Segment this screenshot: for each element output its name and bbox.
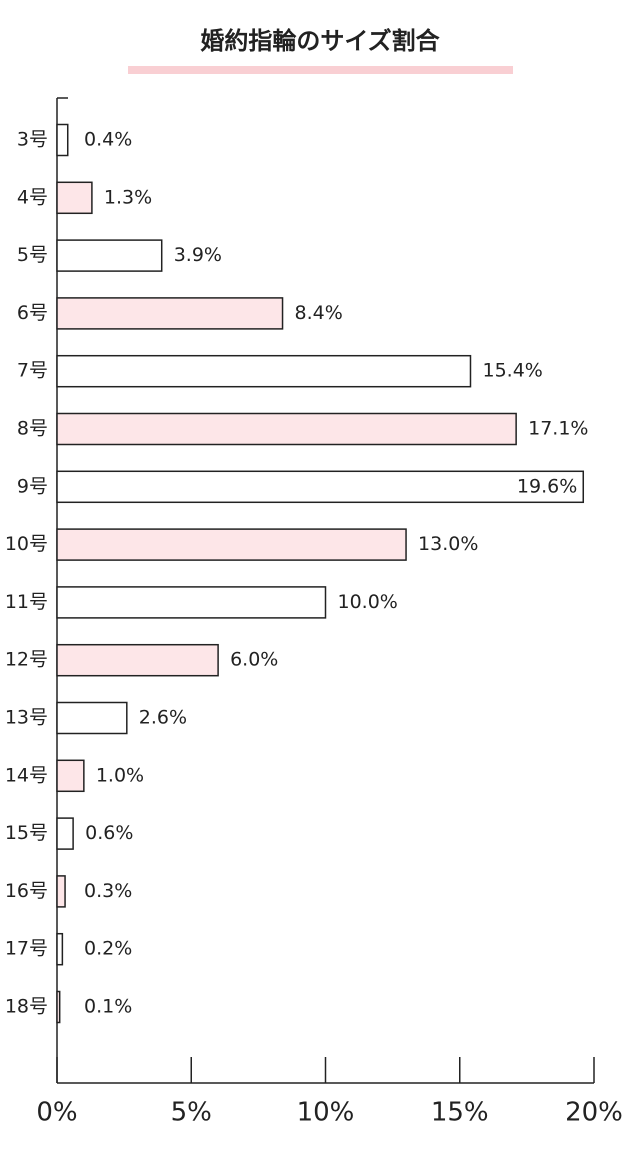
value-label: 8.4%: [295, 302, 343, 324]
x-tick-label: 15%: [431, 1098, 489, 1128]
y-tick-label: 7号: [17, 360, 48, 382]
value-label: 17.1%: [528, 418, 588, 440]
value-label: 10.0%: [338, 591, 398, 613]
value-label: 0.2%: [84, 938, 132, 960]
y-tick-label: 4号: [17, 186, 48, 208]
y-tick-label: 14号: [5, 764, 48, 786]
bar: [56, 470, 585, 504]
y-tick-label: 10号: [5, 533, 48, 555]
bar: [56, 759, 85, 793]
y-tick-label: 3号: [17, 129, 48, 151]
x-tick-label: 10%: [297, 1098, 355, 1128]
value-label: 15.4%: [482, 360, 542, 382]
value-label: 0.3%: [84, 880, 132, 902]
bar: [56, 354, 472, 388]
x-tick-label: 5%: [171, 1098, 212, 1128]
x-tick-label: 20%: [565, 1098, 623, 1128]
y-tick-label: 8号: [17, 418, 48, 440]
y-tick-label: 5号: [17, 244, 48, 266]
bar: [56, 586, 327, 619]
x-tick-label: 0%: [36, 1098, 77, 1128]
bar: [56, 528, 407, 561]
y-tick-label: 15号: [5, 822, 48, 844]
title-underline: [128, 66, 513, 74]
value-label: 0.4%: [84, 129, 132, 151]
bar: [56, 239, 163, 272]
bar: [56, 875, 66, 908]
bar: [56, 123, 69, 157]
value-label: 2.6%: [139, 707, 187, 729]
value-label: 1.3%: [104, 186, 152, 208]
y-tick-label: 12号: [5, 649, 48, 671]
bar: [56, 701, 128, 735]
bar: [56, 643, 219, 677]
value-label: 0.1%: [84, 996, 132, 1018]
value-label: 13.0%: [418, 533, 478, 555]
value-label: 3.9%: [174, 244, 222, 266]
bar: [56, 297, 284, 330]
y-tick-label: 9号: [17, 475, 48, 497]
y-tick-label: 6号: [17, 302, 48, 324]
y-tick-label: 17号: [5, 938, 48, 960]
value-label: 1.0%: [96, 764, 144, 786]
y-tick-label: 13号: [5, 707, 48, 729]
bar: [56, 412, 517, 446]
bar: [56, 990, 61, 1024]
value-label: 6.0%: [230, 649, 278, 671]
bar: [56, 932, 64, 966]
chart-title: 婚約指輪のサイズ割合: [200, 27, 440, 55]
bar: [56, 817, 74, 850]
bar: [56, 181, 93, 215]
value-label: 0.6%: [85, 822, 133, 844]
y-tick-label: 18号: [5, 996, 48, 1018]
y-tick-label: 16号: [5, 880, 48, 902]
y-tick-label: 11号: [5, 591, 48, 613]
value-label: 19.6%: [517, 475, 577, 497]
